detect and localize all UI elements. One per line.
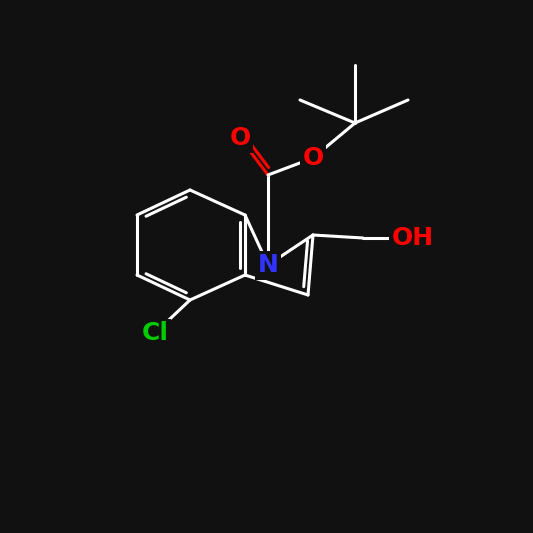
- Text: OH: OH: [392, 226, 434, 250]
- Text: O: O: [229, 126, 251, 150]
- Text: N: N: [257, 253, 278, 277]
- Text: O: O: [302, 146, 324, 170]
- Text: Cl: Cl: [141, 321, 168, 345]
